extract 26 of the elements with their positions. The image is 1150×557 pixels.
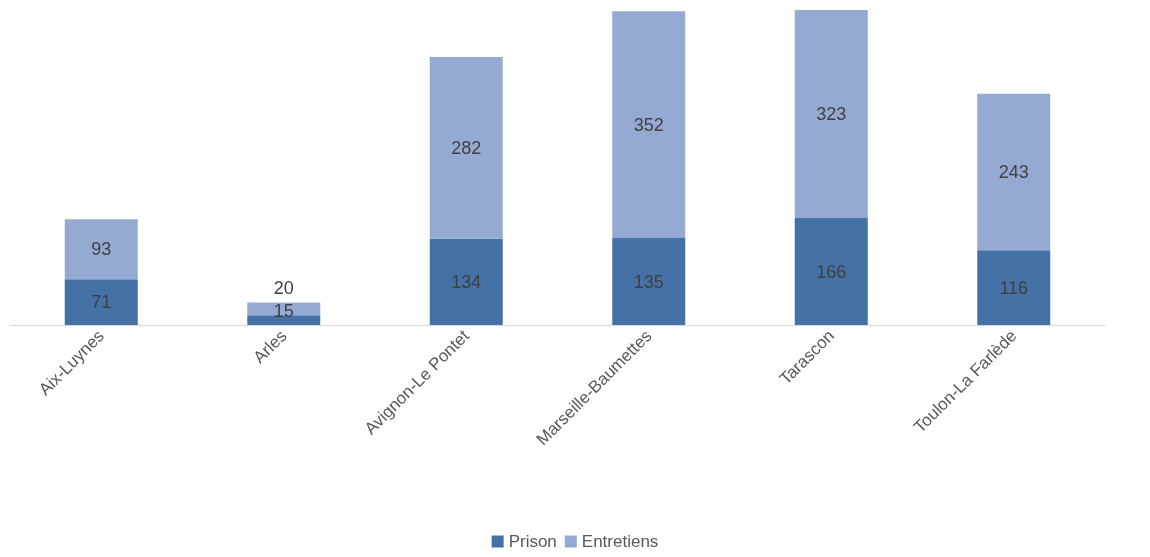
data-label: 282 [451, 137, 482, 158]
data-label: 93 [91, 239, 112, 260]
data-label: 116 [999, 277, 1029, 298]
data-label: 71 [91, 292, 112, 313]
bar [429, 238, 503, 325]
bar [64, 219, 138, 280]
bar [794, 218, 868, 325]
data-label: 243 [998, 162, 1029, 183]
bar [247, 315, 321, 325]
bar [247, 302, 321, 316]
bar [612, 11, 686, 239]
data-label: 20 [273, 278, 294, 299]
bar [429, 57, 503, 239]
bar [64, 279, 138, 325]
bar [612, 238, 686, 325]
legend-label: Entretiens [581, 532, 659, 551]
legend-label: Prison [508, 532, 557, 551]
bar [977, 93, 1051, 251]
data-label: 135 [633, 271, 664, 292]
bar [794, 10, 868, 219]
data-label: 134 [451, 271, 482, 292]
data-label: 323 [816, 104, 847, 125]
data-label: 166 [816, 261, 847, 282]
bar [977, 250, 1051, 325]
data-label: 15 [273, 301, 294, 321]
data-label: 352 [633, 114, 664, 135]
